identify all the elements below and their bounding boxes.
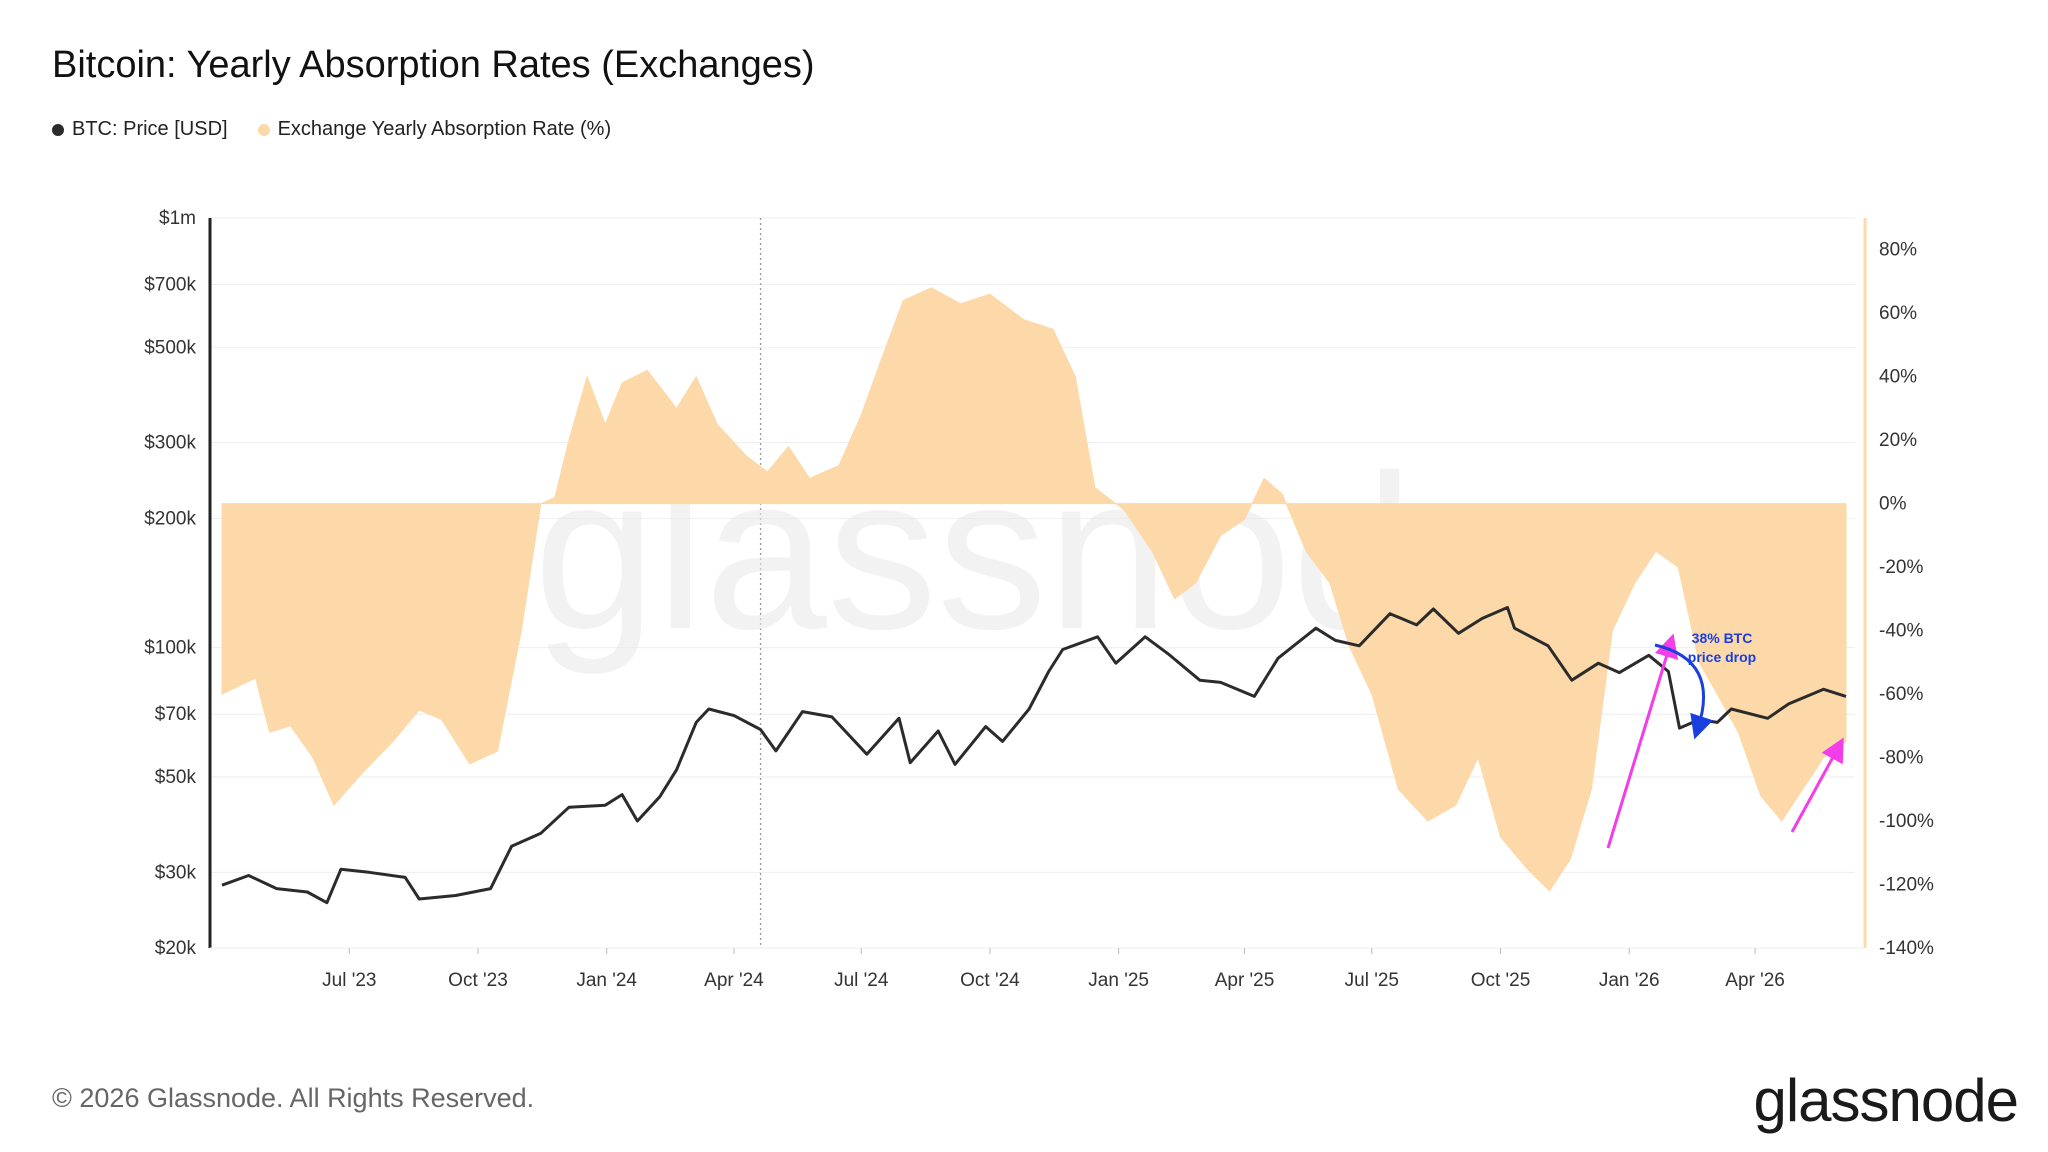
x-tick: Oct '24 bbox=[960, 970, 1020, 991]
x-tick: Jan '26 bbox=[1599, 970, 1660, 991]
legend-item-price[interactable]: BTC: Price [USD] bbox=[52, 118, 228, 141]
y-right-tick: 20% bbox=[1879, 430, 1917, 451]
y-right-tick: 80% bbox=[1879, 240, 1917, 261]
x-tick: Apr '26 bbox=[1725, 970, 1785, 991]
magenta-arrow-1 bbox=[1606, 633, 1678, 849]
tick-labels: $1m $700k $500k $300k $200k $100k $70k $50k $30k… bbox=[144, 208, 1934, 991]
y-left-tick: $20k bbox=[155, 938, 197, 959]
annotations: 38% BTC price drop bbox=[1606, 630, 1844, 849]
blue-drop-arrow bbox=[1654, 643, 1714, 740]
y-left-tick: $500k bbox=[144, 337, 196, 358]
y-right-tick: -60% bbox=[1879, 684, 1923, 705]
y-right-tick: -40% bbox=[1879, 621, 1923, 642]
price-line-path bbox=[221, 606, 1847, 905]
y-left-tick: $100k bbox=[144, 638, 196, 659]
legend-rate-label: Exchange Yearly Absorption Rate (%) bbox=[277, 118, 612, 140]
x-tick: Oct '25 bbox=[1471, 970, 1531, 991]
annotation-line1: 38% BTC bbox=[1692, 630, 1753, 646]
glassnode-logo: glassnode bbox=[1753, 1067, 2019, 1134]
y-right-tick: -100% bbox=[1879, 811, 1934, 832]
absorption-area-path bbox=[221, 287, 1847, 892]
x-tick: Jan '24 bbox=[576, 970, 637, 991]
y-left-tick: $300k bbox=[144, 433, 196, 454]
annotation-line2: price drop bbox=[1688, 649, 1756, 665]
legend-item-rate[interactable]: Exchange Yearly Absorption Rate (%) bbox=[257, 118, 612, 141]
y-left-tick: $200k bbox=[144, 508, 196, 529]
y-right-tick: -80% bbox=[1879, 748, 1923, 769]
price-line bbox=[221, 606, 1847, 905]
x-tick: Jan '25 bbox=[1088, 970, 1149, 991]
y-right-tick: -120% bbox=[1879, 875, 1934, 896]
x-tick: Oct '23 bbox=[448, 970, 508, 991]
x-tick: Apr '25 bbox=[1215, 970, 1275, 991]
copyright-footer: © 2026 Glassnode. All Rights Reserved. bbox=[52, 1083, 535, 1113]
x-tick: Jul '23 bbox=[322, 970, 376, 991]
legend-rate-dot bbox=[257, 123, 270, 136]
y-left-tick: $30k bbox=[155, 862, 197, 883]
legend-price-label: BTC: Price [USD] bbox=[72, 118, 228, 140]
absorption-area bbox=[221, 287, 1847, 892]
magenta-arrow-2 bbox=[1790, 737, 1844, 833]
y-right-tick: 40% bbox=[1879, 367, 1917, 388]
x-tick: Jul '24 bbox=[834, 970, 889, 991]
legend: BTC: Price [USD] Exchange Yearly Absorpt… bbox=[52, 118, 611, 141]
y-left-tick: $700k bbox=[144, 275, 196, 296]
y-right-tick: 60% bbox=[1879, 303, 1917, 324]
y-right-tick: -140% bbox=[1879, 938, 1934, 959]
y-left-tick: $50k bbox=[155, 767, 197, 788]
chart-title: Bitcoin: Yearly Absorption Rates (Exchan… bbox=[52, 44, 815, 86]
x-tick: Apr '24 bbox=[704, 970, 764, 991]
x-tick: Jul '25 bbox=[1345, 970, 1399, 991]
axes bbox=[208, 218, 1867, 949]
y-right-tick: 0% bbox=[1879, 494, 1907, 515]
y-left-tick: $70k bbox=[155, 704, 197, 725]
legend-price-dot bbox=[52, 123, 64, 136]
y-right-tick: -20% bbox=[1879, 557, 1923, 578]
y-left-tick: $1m bbox=[159, 208, 196, 229]
